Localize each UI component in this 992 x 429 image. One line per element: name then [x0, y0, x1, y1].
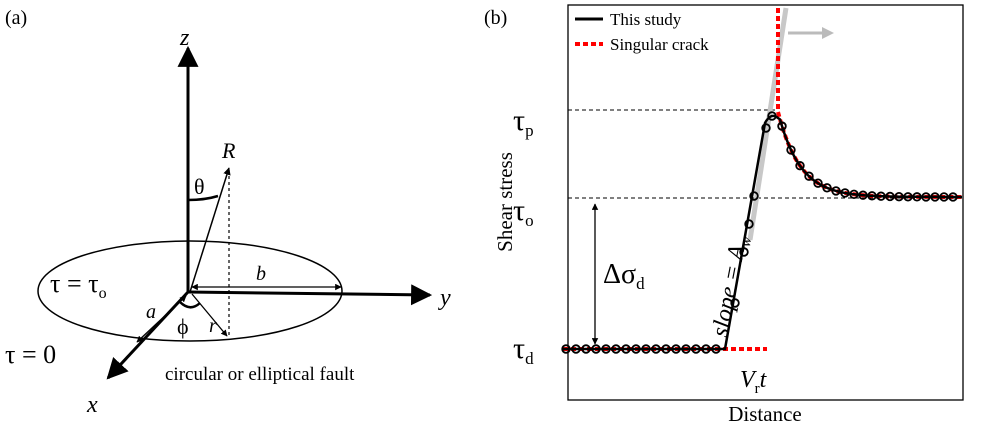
- a-arrow: [136, 295, 187, 343]
- sample-point: [581, 344, 591, 354]
- sample-point: [730, 298, 740, 308]
- phi-arc: [179, 301, 201, 309]
- tau-sub: o: [99, 285, 107, 302]
- sample-point: [840, 188, 850, 198]
- sample-point: [691, 344, 701, 354]
- slope-label: slope = Aw: [707, 233, 755, 340]
- sample-point: [867, 191, 877, 201]
- sample-point: [744, 219, 754, 229]
- sample-point: [858, 190, 868, 200]
- sample-point: [777, 121, 787, 131]
- r-label: r: [209, 315, 217, 337]
- panel-label: (a): [5, 7, 27, 29]
- sample-point: [912, 192, 922, 202]
- z-label: z: [179, 25, 190, 51]
- sample-point: [831, 186, 841, 196]
- sample-point: [921, 192, 931, 202]
- y-axis-label: Shear stress: [493, 152, 517, 252]
- sample-point: [903, 192, 913, 202]
- plot-frame: [567, 4, 964, 401]
- x-label: x: [86, 392, 98, 418]
- sample-point: [701, 344, 711, 354]
- sample-point: [767, 111, 777, 121]
- r-arrow: [191, 293, 228, 337]
- tau-p-base: τ: [513, 104, 525, 137]
- sample-point: [611, 344, 621, 354]
- ds-base: Δσ: [603, 259, 636, 290]
- tau-outside: τ = 0: [5, 340, 56, 369]
- sample-point: [739, 247, 749, 257]
- sample-point: [939, 192, 949, 202]
- vrt-sub: r: [755, 381, 760, 397]
- phi-label: ϕ: [177, 314, 189, 339]
- sample-point: [822, 183, 832, 193]
- tau-base: τ = τ: [50, 269, 99, 298]
- sample-point: [876, 191, 886, 201]
- tau-p: τp: [513, 104, 534, 140]
- vrt-base: V: [740, 367, 757, 393]
- sample-point: [631, 344, 641, 354]
- singular-crack-curve: [563, 8, 962, 351]
- sample-point: [671, 344, 681, 354]
- tau-d-sub: d: [525, 349, 534, 368]
- x-axis-label: Distance: [728, 402, 801, 426]
- tau-o-base: τ: [513, 194, 525, 227]
- sample-point: [761, 123, 771, 133]
- sample-point: [651, 344, 661, 354]
- tau-o: τo: [513, 194, 534, 230]
- R-label: R: [221, 138, 236, 163]
- panel-a: (a) z y x R θ b a r ϕ τ = τo τ = 0 circu…: [5, 7, 451, 418]
- sample-point: [601, 344, 611, 354]
- vrt-label: Vrt: [740, 367, 768, 397]
- vrt-tail: t: [760, 367, 768, 393]
- legend-label: This study: [610, 10, 682, 29]
- sample-point: [804, 171, 814, 181]
- panel-label: (b): [484, 7, 507, 29]
- y-axis: [187, 284, 433, 306]
- sample-point: [786, 145, 796, 155]
- sample-point: [661, 344, 671, 354]
- sample-point: [591, 344, 601, 354]
- tau-o-sub: o: [525, 211, 534, 230]
- a-label: a: [146, 301, 156, 323]
- tau-p-sub: p: [525, 121, 534, 140]
- sample-point: [641, 344, 651, 354]
- ds-sub: d: [636, 274, 645, 293]
- sample-point: [561, 344, 571, 354]
- tau-d-base: τ: [513, 332, 525, 365]
- sample-point: [948, 192, 958, 202]
- legend-label: Singular crack: [610, 35, 709, 54]
- sample-point: [813, 178, 823, 188]
- sample-point: [894, 191, 904, 202]
- caption: circular or elliptical fault: [165, 364, 355, 385]
- sample-point: [749, 191, 759, 201]
- sample-point: [795, 161, 805, 171]
- theta-arc: [187, 194, 219, 202]
- sample-point: [930, 192, 940, 202]
- b-label: b: [256, 263, 266, 285]
- sample-point: [571, 344, 581, 354]
- r-vector: [189, 167, 231, 293]
- theta-label: θ: [194, 174, 205, 199]
- delta-sigma: Δσd: [603, 259, 645, 293]
- sample-point: [849, 189, 859, 200]
- fault-ellipse: [37, 240, 343, 342]
- tau-inside: τ = τo: [50, 269, 107, 302]
- sample-point: [681, 344, 691, 354]
- tau-d: τd: [513, 332, 534, 368]
- sample-point: [711, 344, 721, 354]
- sample-point: [885, 191, 895, 202]
- panel-b: (b) τp τo τd Δσd slope = Aw Vrt Shear st…: [484, 4, 964, 426]
- sample-point: [621, 344, 631, 354]
- y-label: y: [438, 285, 451, 311]
